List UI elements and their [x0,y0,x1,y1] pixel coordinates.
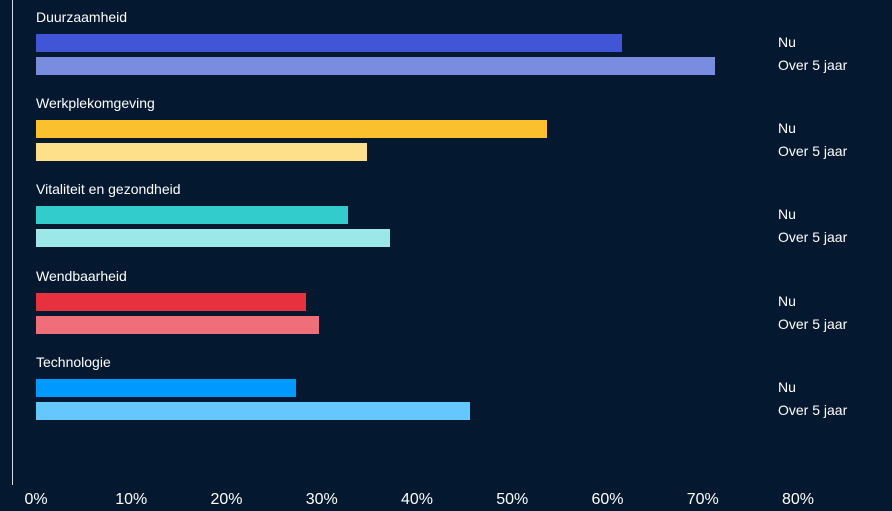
category-label: Vitaliteit en gezondheid [36,181,181,198]
category-label: Technologie [36,353,111,370]
y-axis-line [12,0,13,485]
x-tick-label: 30% [305,491,338,508]
x-tick-label: 20% [210,491,243,508]
bar [36,206,349,225]
series-label: Nu [778,292,796,309]
bar [36,57,716,75]
bar [36,34,622,52]
bar [36,229,391,248]
series-label: Over 5 jaar [778,401,848,418]
series-label: Nu [778,206,796,223]
series-label: Over 5 jaar [778,143,848,160]
series-label: Nu [778,34,796,50]
x-tick-label: 80% [781,491,815,508]
series-label: Over 5 jaar [778,57,848,73]
bar [36,315,319,334]
bar [36,378,297,397]
category-label: Wendbaarheid [36,267,127,284]
series-label: Over 5 jaar [778,229,848,246]
bar [36,120,548,139]
x-tick-label: 40% [400,491,434,508]
series-label: Nu [778,378,796,395]
series-label: Over 5 jaar [778,315,848,332]
bar [36,292,306,311]
bar [36,143,368,162]
category-label: Werkplekomgeving [36,95,155,112]
category-label: Duurzaamheid [36,9,128,25]
x-tick-label: 0% [24,491,48,508]
bar [36,401,471,420]
x-tick-label: 10% [115,491,148,508]
x-tick-label: 70% [686,491,719,508]
x-tick-label: 60% [591,491,624,508]
x-tick-label: 50% [496,491,529,508]
series-label: Nu [778,120,796,137]
